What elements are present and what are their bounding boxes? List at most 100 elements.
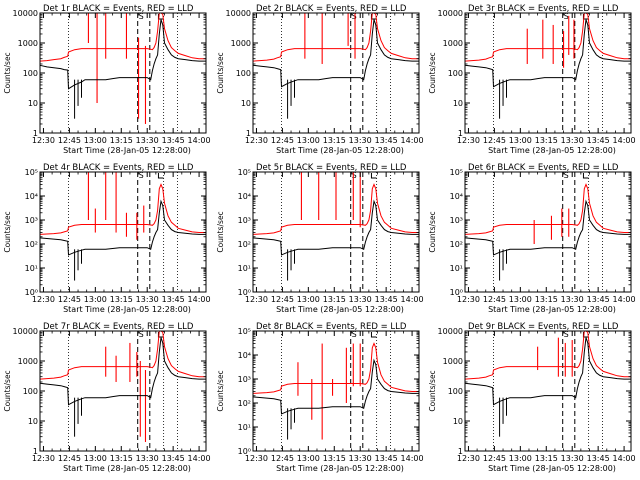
- x-tick-label: 12:30: [32, 295, 55, 304]
- lld-series-line: [39, 183, 206, 235]
- x-tick-label: 13:30: [136, 136, 159, 145]
- detector-panel-7: Det 7r BLACK = Events, RED = LLD Counts/s…: [3, 322, 211, 473]
- y-tick-label: 10: [453, 417, 463, 426]
- plot-frame: [464, 330, 632, 452]
- saa-label: S: [352, 330, 357, 339]
- x-axis-label: Start Time (28-Jan-05 12:28:00): [276, 305, 404, 314]
- plot-frame: [464, 171, 632, 293]
- detector-panel-5: Det 5r BLACK = Events, RED = LLD Counts/s…: [216, 163, 424, 314]
- lld-series-line: [252, 183, 419, 235]
- y-tick-label: 100: [23, 69, 38, 78]
- detector-panel-8: Det 8r BLACK = Events, RED = LLD Counts/s…: [216, 322, 424, 473]
- x-tick-label: 12:45: [483, 295, 506, 304]
- x-tick-label: 13:45: [375, 454, 398, 463]
- y-tick-label: 10⁰: [238, 447, 251, 456]
- x-axis-label: Start Time (28-Jan-05 12:28:00): [488, 146, 616, 155]
- y-axis-label: Counts/sec: [428, 211, 437, 252]
- x-tick-label: 14:00: [613, 295, 636, 304]
- saa-label: S: [352, 12, 357, 21]
- bracket-mark: [370, 332, 377, 338]
- y-tick-label: 10¹: [238, 264, 251, 273]
- y-tick-label: 10: [241, 99, 251, 108]
- y-axis-label: Counts/sec: [3, 52, 12, 93]
- y-tick-label: 100: [236, 69, 251, 78]
- x-tick-label: 12:30: [32, 454, 55, 463]
- x-tick-label: 13:15: [110, 295, 133, 304]
- x-tick-label: 12:30: [457, 295, 480, 304]
- y-tick-label: 10⁵: [238, 327, 251, 336]
- panel-title: Det 4r BLACK = Events, RED = LLD: [43, 163, 194, 173]
- x-tick-label: 13:30: [136, 295, 159, 304]
- y-axis-label: Counts/sec: [3, 370, 12, 411]
- x-tick-label: 13:15: [535, 136, 558, 145]
- x-tick-label: 13:45: [587, 295, 610, 304]
- lld-series-line: [39, 330, 206, 380]
- x-axis-label: Start Time (28-Jan-05 12:28:00): [63, 464, 191, 473]
- y-tick-label: 10: [28, 417, 38, 426]
- y-tick-label: 10000: [438, 327, 463, 336]
- x-tick-label: 12:30: [457, 136, 480, 145]
- saa-label: S: [139, 12, 144, 21]
- x-tick-label: 13:45: [375, 136, 398, 145]
- y-tick-label: 10⁰: [25, 288, 38, 297]
- y-tick-label: 1: [246, 129, 251, 138]
- y-tick-label: 1: [33, 129, 38, 138]
- x-tick-label: 13:30: [561, 454, 584, 463]
- y-tick-label: 10000: [226, 9, 251, 18]
- x-tick-label: 14:00: [188, 454, 211, 463]
- x-tick-label: 13:45: [162, 136, 185, 145]
- y-tick-label: 10000: [13, 327, 38, 336]
- x-tick-label: 12:45: [58, 454, 81, 463]
- x-tick-label: 14:00: [613, 454, 636, 463]
- x-tick-label: 13:30: [349, 454, 372, 463]
- y-tick-label: 1: [458, 129, 463, 138]
- plot-frame: [39, 330, 207, 452]
- events-series-line: [252, 19, 419, 88]
- x-tick-label: 12:45: [271, 454, 294, 463]
- events-series-line: [39, 199, 206, 256]
- y-tick-label: 10²: [238, 240, 251, 249]
- detector-panel-1: Det 1r BLACK = Events, RED = LLD Counts/s…: [3, 4, 211, 155]
- x-tick-label: 14:00: [188, 295, 211, 304]
- x-tick-label: 12:30: [32, 136, 55, 145]
- x-tick-label: 12:45: [483, 454, 506, 463]
- y-tick-label: 10⁴: [450, 192, 463, 201]
- x-tick-label: 12:30: [245, 295, 268, 304]
- x-tick-label: 13:30: [561, 136, 584, 145]
- x-tick-label: 12:45: [483, 136, 506, 145]
- bracket-mark: [582, 173, 589, 179]
- detector-panel-3: Det 3r BLACK = Events, RED = LLD Counts/s…: [428, 4, 636, 155]
- events-series-line: [39, 19, 206, 90]
- x-tick-label: 13:45: [587, 136, 610, 145]
- x-tick-label: 12:45: [58, 136, 81, 145]
- x-tick-label: 14:00: [401, 136, 424, 145]
- lld-series-line: [39, 12, 206, 62]
- y-tick-label: 10⁰: [238, 288, 251, 297]
- y-tick-label: 10000: [438, 9, 463, 18]
- saa-label: S: [564, 171, 569, 180]
- x-tick-label: 14:00: [188, 136, 211, 145]
- y-tick-label: 10⁴: [25, 192, 38, 201]
- saa-label: S: [139, 171, 144, 180]
- x-tick-label: 13:00: [84, 454, 107, 463]
- y-tick-label: 10³: [25, 216, 38, 225]
- x-axis-label: Start Time (28-Jan-05 12:28:00): [276, 146, 404, 155]
- plot-frame: [252, 171, 420, 293]
- panel-title: Det 1r BLACK = Events, RED = LLD: [43, 4, 194, 14]
- x-tick-label: 13:15: [110, 136, 133, 145]
- x-tick-label: 12:30: [245, 136, 268, 145]
- y-tick-label: 100: [23, 387, 38, 396]
- x-tick-label: 13:00: [509, 454, 532, 463]
- lld-series-line: [464, 183, 631, 235]
- x-tick-label: 13:15: [535, 454, 558, 463]
- x-tick-label: 13:00: [297, 454, 320, 463]
- panel-title: Det 7r BLACK = Events, RED = LLD: [43, 322, 194, 332]
- y-axis-label: Counts/sec: [428, 52, 437, 93]
- panel-title: Det 9r BLACK = Events, RED = LLD: [468, 322, 619, 332]
- y-tick-label: 10⁴: [238, 192, 251, 201]
- x-tick-label: 12:30: [245, 454, 268, 463]
- x-tick-label: 13:15: [323, 295, 346, 304]
- x-tick-label: 13:00: [84, 136, 107, 145]
- plot-frame: [464, 12, 632, 134]
